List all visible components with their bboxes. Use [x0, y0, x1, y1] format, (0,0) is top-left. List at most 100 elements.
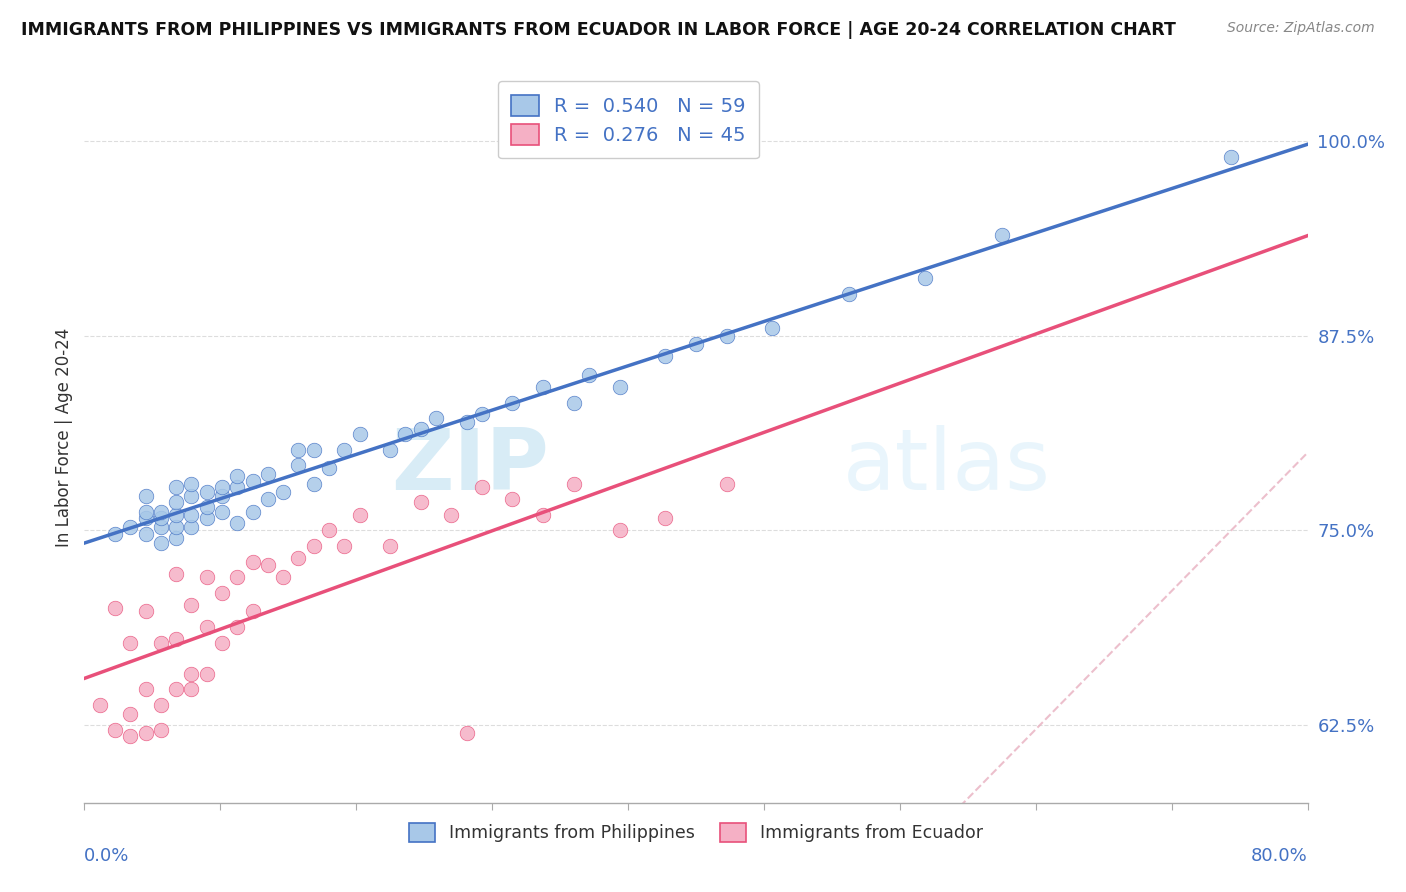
- Point: [104, 526, 127, 541]
- Point: [195, 666, 218, 681]
- Point: [211, 480, 233, 494]
- Point: [165, 480, 187, 494]
- Point: [471, 407, 494, 421]
- Point: [165, 632, 187, 647]
- Point: [531, 380, 554, 394]
- Point: [165, 531, 187, 545]
- Point: [380, 539, 402, 553]
- Point: [165, 520, 187, 534]
- Point: [135, 489, 157, 503]
- Point: [991, 227, 1014, 242]
- Point: [211, 635, 233, 649]
- Point: [104, 723, 127, 737]
- Y-axis label: In Labor Force | Age 20-24: In Labor Force | Age 20-24: [55, 327, 73, 547]
- Point: [761, 321, 783, 335]
- Point: [531, 508, 554, 522]
- Point: [149, 635, 172, 649]
- Point: [165, 495, 187, 509]
- Point: [302, 476, 325, 491]
- Point: [195, 570, 218, 584]
- Point: [149, 723, 172, 737]
- Point: [1220, 150, 1243, 164]
- Point: [425, 411, 447, 425]
- Point: [578, 368, 600, 382]
- Text: 80.0%: 80.0%: [1251, 847, 1308, 865]
- Text: ZIP: ZIP: [391, 425, 550, 508]
- Point: [104, 601, 127, 615]
- Point: [914, 271, 936, 285]
- Point: [226, 480, 249, 494]
- Point: [180, 520, 202, 534]
- Point: [135, 682, 157, 697]
- Point: [165, 682, 187, 697]
- Point: [333, 442, 356, 457]
- Point: [195, 484, 218, 499]
- Legend: Immigrants from Philippines, Immigrants from Ecuador: Immigrants from Philippines, Immigrants …: [402, 816, 990, 849]
- Point: [135, 505, 157, 519]
- Point: [120, 729, 142, 743]
- Point: [394, 427, 416, 442]
- Point: [654, 349, 676, 363]
- Point: [271, 570, 294, 584]
- Point: [135, 725, 157, 739]
- Point: [302, 442, 325, 457]
- Point: [180, 508, 202, 522]
- Point: [89, 698, 111, 712]
- Point: [135, 526, 157, 541]
- Point: [242, 505, 264, 519]
- Point: [226, 570, 249, 584]
- Point: [135, 604, 157, 618]
- Point: [149, 511, 172, 525]
- Point: [502, 396, 524, 410]
- Point: [318, 524, 340, 538]
- Point: [165, 567, 187, 582]
- Point: [380, 442, 402, 457]
- Point: [287, 551, 309, 566]
- Point: [257, 467, 280, 482]
- Point: [195, 500, 218, 515]
- Text: atlas: atlas: [842, 425, 1050, 508]
- Point: [195, 511, 218, 525]
- Point: [349, 508, 371, 522]
- Point: [242, 474, 264, 488]
- Point: [135, 511, 157, 525]
- Point: [149, 536, 172, 550]
- Point: [180, 476, 202, 491]
- Point: [226, 469, 249, 483]
- Point: [685, 336, 707, 351]
- Point: [257, 558, 280, 572]
- Point: [211, 585, 233, 599]
- Point: [562, 476, 585, 491]
- Point: [211, 489, 233, 503]
- Point: [287, 458, 309, 472]
- Point: [609, 380, 631, 394]
- Point: [195, 620, 218, 634]
- Point: [242, 604, 264, 618]
- Point: [349, 427, 371, 442]
- Point: [165, 508, 187, 522]
- Point: [716, 476, 738, 491]
- Text: 0.0%: 0.0%: [84, 847, 129, 865]
- Point: [287, 442, 309, 457]
- Point: [471, 480, 494, 494]
- Point: [149, 698, 172, 712]
- Point: [409, 495, 432, 509]
- Point: [180, 598, 202, 612]
- Text: IMMIGRANTS FROM PHILIPPINES VS IMMIGRANTS FROM ECUADOR IN LABOR FORCE | AGE 20-2: IMMIGRANTS FROM PHILIPPINES VS IMMIGRANT…: [21, 21, 1175, 38]
- Point: [409, 422, 432, 436]
- Point: [180, 489, 202, 503]
- Point: [654, 511, 676, 525]
- Point: [226, 620, 249, 634]
- Point: [257, 492, 280, 507]
- Point: [180, 682, 202, 697]
- Point: [226, 516, 249, 530]
- Point: [562, 396, 585, 410]
- Point: [456, 725, 478, 739]
- Point: [271, 484, 294, 499]
- Point: [149, 520, 172, 534]
- Text: Source: ZipAtlas.com: Source: ZipAtlas.com: [1227, 21, 1375, 35]
- Point: [440, 508, 463, 522]
- Point: [149, 505, 172, 519]
- Point: [609, 524, 631, 538]
- Point: [120, 707, 142, 722]
